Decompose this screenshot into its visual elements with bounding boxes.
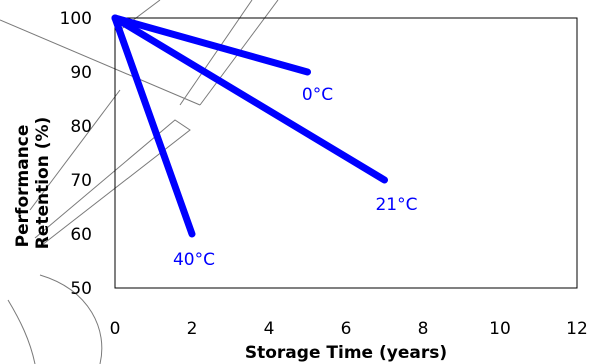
x-tick-label: 2 <box>187 319 198 339</box>
y-tick-label: 90 <box>70 63 92 83</box>
x-tick-label: 6 <box>341 319 352 339</box>
y-tick-label: 100 <box>60 9 92 29</box>
y-tick-label: 60 <box>70 225 92 245</box>
series-line <box>111 14 196 238</box>
y-tick-labels: 50 60 70 80 90 100 <box>60 9 92 299</box>
series-lines <box>111 14 388 238</box>
series-label: 0°C <box>302 85 333 105</box>
x-tick-labels: 0 2 4 6 8 10 12 <box>110 319 588 339</box>
y-tick-label: 80 <box>70 117 92 137</box>
x-axis-title: Storage Time (years) <box>245 343 447 363</box>
series-line <box>111 14 311 76</box>
y-axis-title-line-1: Performance <box>13 125 33 248</box>
y-axis-title: Performance Retention (%) <box>13 117 53 250</box>
x-tick-label: 10 <box>489 319 511 339</box>
y-tick-label: 50 <box>70 279 92 299</box>
x-tick-label: 0 <box>110 319 121 339</box>
x-tick-label: 8 <box>418 319 429 339</box>
series-label: 21°C <box>375 195 417 215</box>
plot-frame <box>114 17 578 289</box>
x-tick-label: 12 <box>566 319 588 339</box>
x-tick-label: 4 <box>264 319 275 339</box>
y-axis-title-line-2: Retention (%) <box>33 117 53 250</box>
series-label: 40°C <box>173 250 215 270</box>
y-tick-label: 70 <box>70 171 92 191</box>
series-labels: 0°C 21°C 40°C <box>173 85 418 270</box>
watermark-outline <box>0 0 279 364</box>
series-line <box>111 14 388 184</box>
